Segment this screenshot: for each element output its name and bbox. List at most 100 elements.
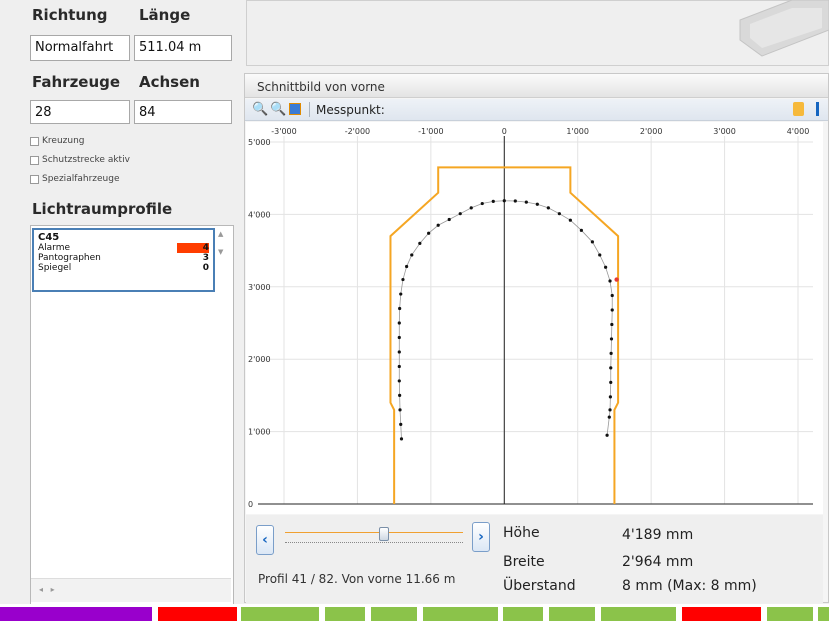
- profile-name: C45: [38, 232, 60, 243]
- toolbar-overflow-icon[interactable]: [816, 102, 819, 116]
- alarm-point: [614, 277, 619, 282]
- panel-title: Schnittbild von vorne: [245, 74, 828, 98]
- scroll-down-icon[interactable]: ▼: [218, 248, 224, 256]
- measured-point: [397, 335, 401, 340]
- x-tick-label: -1'000: [418, 127, 443, 136]
- measured-point: [480, 201, 484, 206]
- y-tick-label: 2'000: [248, 355, 271, 364]
- checkbox-box[interactable]: [30, 174, 39, 184]
- measured-point: [397, 350, 401, 354]
- checkbox-box[interactable]: [30, 155, 39, 165]
- slider-ticks: [285, 542, 463, 543]
- vehicle-segment[interactable]: [601, 607, 676, 621]
- laenge-field[interactable]: 511.04 m: [134, 35, 232, 61]
- vehicle-segment[interactable]: [549, 607, 595, 621]
- measured-point: [410, 253, 414, 257]
- slider-track: [285, 532, 463, 533]
- scroll-up-icon[interactable]: ▲: [218, 230, 224, 238]
- profile-row-spiegel: Spiegel 0: [38, 263, 209, 273]
- measured-point: [608, 279, 612, 283]
- vehicle-segment[interactable]: [325, 607, 365, 621]
- zoom-in-icon[interactable]: 🔍: [252, 102, 269, 117]
- measured-point: [609, 366, 613, 370]
- measured-point: [513, 199, 517, 203]
- measured-point: [604, 265, 608, 269]
- row-label: Spiegel: [38, 263, 72, 273]
- richtung-field[interactable]: Normalfahrt: [30, 35, 130, 61]
- vehicle-segment[interactable]: [767, 607, 813, 621]
- profile-row-pantographen: Pantographen 3: [38, 253, 209, 263]
- y-tick-label: 4'000: [248, 210, 271, 219]
- y-tick-label: 0: [248, 500, 253, 509]
- measured-point: [436, 223, 440, 227]
- vehicle-segment[interactable]: [241, 607, 319, 621]
- top-strip: [246, 0, 829, 66]
- slider-thumb[interactable]: [379, 527, 389, 541]
- vehicle-segment[interactable]: [818, 607, 829, 621]
- measured-point: [399, 422, 403, 426]
- measured-point: [469, 206, 473, 210]
- train-status-bar[interactable]: [0, 604, 829, 621]
- x-tick-label: 3'000: [713, 127, 736, 136]
- laenge-label: Länge: [139, 6, 191, 24]
- measured-point: [579, 228, 583, 232]
- y-tick-label: 1'000: [248, 428, 271, 437]
- measured-point: [607, 415, 611, 419]
- horizontal-scrollbar[interactable]: ◂ ▸: [31, 578, 231, 602]
- x-tick-label: -2'000: [345, 127, 370, 136]
- profile-controls: [246, 515, 823, 603]
- row-label: Pantographen: [38, 253, 101, 263]
- profile-card-c45[interactable]: C45 Alarme 4 Pantographen 3 Spiegel 0: [32, 228, 215, 292]
- measured-point: [398, 408, 402, 412]
- zoom-out-icon[interactable]: 🔍: [270, 102, 287, 117]
- zoom-fit-icon[interactable]: [289, 103, 301, 115]
- vehicle-segment[interactable]: [423, 607, 498, 621]
- achsen-field[interactable]: 84: [134, 100, 232, 124]
- vehicle-segment[interactable]: [371, 607, 417, 621]
- row-value: 0: [202, 263, 209, 273]
- x-tick-label: 0: [502, 127, 507, 136]
- measured-point: [418, 241, 422, 245]
- prev-profile-button[interactable]: ‹: [256, 525, 274, 555]
- x-tick-label: 4'000: [787, 127, 810, 136]
- measured-point: [546, 206, 550, 210]
- measured-point: [609, 337, 614, 341]
- chart-toolbar: 🔍 🔍 Messpunkt:: [245, 99, 828, 121]
- checkbox-label: Kreuzung: [42, 136, 85, 146]
- vehicle-segment[interactable]: [503, 607, 543, 621]
- measured-point: [502, 199, 506, 203]
- clipboard-icon[interactable]: [793, 102, 804, 116]
- checkbox-kreuzung[interactable]: Kreuzung: [30, 136, 85, 146]
- measured-point: [557, 212, 561, 216]
- checkbox-spezialfahrzeuge[interactable]: Spezialfahrzeuge: [30, 174, 120, 184]
- profile-row-alarme: Alarme 4: [38, 243, 209, 253]
- breite-value: 2'964 mm: [622, 554, 694, 570]
- profile-plot[interactable]: -3'000 -2'000 -1'000 0 1'000 2'000 3'000 4'000 5…: [246, 122, 823, 514]
- measured-point: [610, 322, 614, 327]
- row-label: Alarme: [38, 243, 71, 253]
- toolbar-divider: [309, 102, 310, 117]
- profile-slider[interactable]: [285, 527, 463, 546]
- checkbox-box[interactable]: [30, 136, 39, 146]
- measured-point: [598, 253, 602, 257]
- measured-point: [608, 395, 612, 399]
- clearance-profile-line: [389, 166, 620, 504]
- measured-point: [398, 393, 402, 397]
- richtung-label: Richtung: [32, 6, 108, 24]
- fahrzeuge-field[interactable]: 28: [30, 100, 130, 124]
- measured-point: [401, 277, 405, 282]
- vehicle-segment[interactable]: [158, 607, 237, 621]
- lichtraumprofile-title: Lichtraumprofile: [32, 200, 173, 218]
- measured-point: [568, 218, 572, 222]
- profil-position-text: Profil 41 / 82. Von vorne 11.66 m: [258, 572, 456, 586]
- fahrzeuge-label: Fahrzeuge: [32, 73, 121, 91]
- checkbox-label: Spezialfahrzeuge: [42, 174, 120, 184]
- measured-point: [609, 351, 613, 356]
- checkbox-schutzstrecke[interactable]: Schutzstrecke aktiv: [30, 155, 130, 165]
- vehicle-segment[interactable]: [682, 607, 761, 621]
- next-profile-button[interactable]: ›: [472, 522, 490, 552]
- vehicle-segment[interactable]: [0, 607, 152, 621]
- measured-point: [524, 200, 528, 204]
- alarm-count: 4: [177, 243, 209, 253]
- ueberstand-label: Überstand: [503, 578, 576, 594]
